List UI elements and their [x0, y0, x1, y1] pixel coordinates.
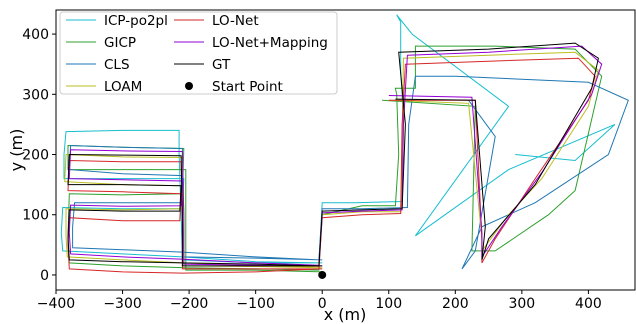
start-point-layer [318, 270, 327, 279]
x-tick-label: −300 [103, 296, 141, 312]
trajectory-layer [60, 14, 629, 274]
x-tick-label: 300 [508, 296, 535, 312]
legend-label-gt: GT [212, 57, 231, 73]
plot-frame [55, 9, 636, 291]
x-tick-label: 200 [442, 296, 469, 312]
trajectory-lo-net-mapping [68, 45, 603, 267]
x-axis-ticks: −400 −300 −200 −100 0 100 200 300 400 [37, 290, 602, 312]
x-tick-label: −100 [236, 296, 274, 312]
x-tick-label: 400 [575, 296, 602, 312]
trajectory-cls [68, 75, 629, 270]
legend-label-gicp: GICP [104, 35, 136, 51]
x-tick-label: 0 [318, 296, 327, 312]
x-axis-label: x (m) [324, 305, 367, 324]
y-axis-ticks: 0 100 200 300 400 [22, 27, 56, 284]
y-tick-label: 400 [22, 27, 49, 43]
legend-label-loam: LOAM [104, 79, 142, 95]
x-tick-label: −400 [37, 296, 75, 312]
legend: ICP-po2pl GICP CLS LOAM LO-Net LO-Net+Mapping… [59, 11, 338, 95]
y-tick-label: 0 [40, 268, 49, 284]
start-point-marker [318, 270, 327, 279]
legend-box [59, 11, 338, 95]
legend-label-lo-net: LO-Net [212, 13, 259, 29]
legend-label-cls: CLS [104, 57, 130, 73]
y-axis-label: y (m) [7, 129, 26, 172]
legend-label-icp-po2pl: ICP-po2pl [104, 13, 168, 29]
legend-swatch-start-point [185, 82, 193, 90]
legend-label-start-point: Start Point [212, 79, 283, 95]
x-tick-label: 100 [375, 296, 402, 312]
trajectory-gt [67, 42, 599, 267]
trajectory-gicp [67, 45, 603, 273]
x-tick-label: −200 [170, 296, 208, 312]
y-tick-label: 200 [22, 148, 49, 164]
y-tick-label: 300 [22, 87, 49, 103]
y-tick-label: 100 [22, 208, 49, 224]
legend-label-lo-net-mapping: LO-Net+Mapping [212, 35, 328, 51]
